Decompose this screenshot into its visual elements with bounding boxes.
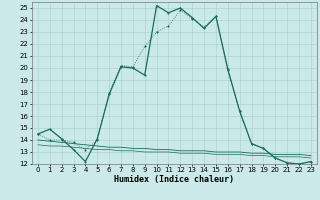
X-axis label: Humidex (Indice chaleur): Humidex (Indice chaleur)	[115, 175, 234, 184]
